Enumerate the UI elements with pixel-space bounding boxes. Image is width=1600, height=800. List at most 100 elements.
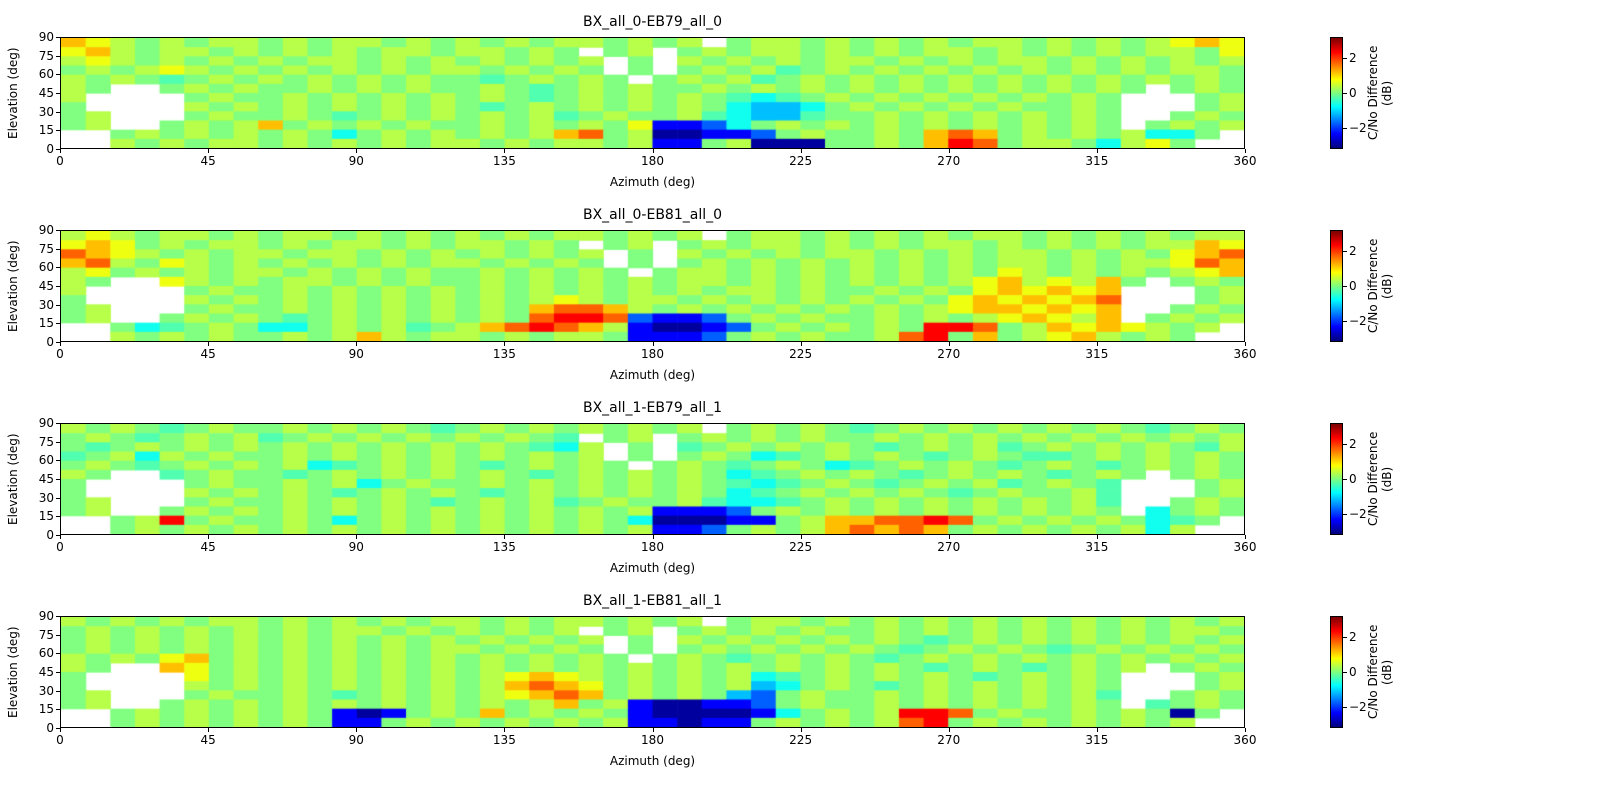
x-tick-label: 0 bbox=[56, 733, 64, 747]
y-tick-label: 30 bbox=[38, 490, 54, 505]
x-tick-mark bbox=[208, 342, 210, 346]
y-axis-label: Elevation (deg) bbox=[6, 47, 20, 139]
x-tick-mark bbox=[800, 728, 802, 732]
x-tick-mark bbox=[504, 535, 506, 539]
y-tick-mark bbox=[56, 672, 60, 673]
x-tick-mark bbox=[356, 342, 358, 346]
x-tick-mark bbox=[1096, 535, 1098, 539]
y-tick-mark bbox=[56, 535, 60, 536]
y-tick-mark bbox=[56, 423, 60, 424]
y-tick-label: 60 bbox=[38, 260, 54, 275]
y-tick-label: 15 bbox=[38, 702, 54, 717]
heatmap-plot bbox=[60, 37, 1245, 149]
x-tick-mark bbox=[948, 535, 950, 539]
y-tick-label: 75 bbox=[38, 48, 54, 63]
y-tick-label: 45 bbox=[38, 665, 54, 679]
y-tick-mark bbox=[56, 479, 60, 480]
y-tick-mark bbox=[56, 37, 60, 38]
y-axis-label: Elevation (deg) bbox=[6, 240, 20, 332]
x-tick-mark bbox=[208, 149, 210, 153]
colorbar-tick-mark bbox=[1343, 707, 1347, 708]
y-tick-mark bbox=[56, 267, 60, 269]
x-tick-mark bbox=[356, 728, 358, 732]
colorbar-tick-mark bbox=[1343, 58, 1347, 59]
heatmap-canvas bbox=[61, 231, 1244, 341]
y-axis-label: Elevation (deg) bbox=[6, 626, 20, 718]
x-tick-mark bbox=[504, 728, 506, 732]
x-tick-mark bbox=[60, 342, 61, 346]
heatmap-plot bbox=[60, 230, 1245, 342]
colorbar-label: C/No Difference (dB) bbox=[1366, 624, 1394, 720]
colorbar-tick-mark bbox=[1343, 321, 1347, 322]
y-tick-mark bbox=[56, 690, 60, 692]
colorbar-canvas bbox=[1331, 38, 1342, 148]
x-tick-label: 315 bbox=[1085, 540, 1109, 554]
x-tick-label: 45 bbox=[200, 540, 216, 554]
x-tick-label: 90 bbox=[348, 154, 364, 168]
x-tick-label: 180 bbox=[641, 733, 664, 747]
y-tick-mark bbox=[56, 441, 60, 443]
colorbar-tick-mark bbox=[1343, 251, 1347, 252]
x-tick-label: 225 bbox=[789, 154, 813, 168]
x-tick-label: 225 bbox=[789, 540, 813, 554]
x-tick-label: 90 bbox=[348, 347, 364, 361]
y-tick-mark bbox=[56, 634, 60, 636]
colorbar-tick-label: 0 bbox=[1349, 472, 1357, 486]
x-axis-label: Azimuth (deg) bbox=[609, 754, 696, 768]
x-tick-label: 360 bbox=[1233, 540, 1257, 554]
x-tick-label: 45 bbox=[200, 154, 216, 168]
y-tick-label: 15 bbox=[38, 123, 54, 138]
colorbar-tick-label: −2 bbox=[1349, 700, 1367, 714]
y-tick-mark bbox=[56, 709, 60, 711]
x-tick-label: 270 bbox=[937, 733, 961, 747]
y-tick-label: 90 bbox=[38, 30, 54, 44]
y-tick-mark bbox=[56, 55, 60, 57]
subplot-title: BX_all_0-EB81_all_0 bbox=[582, 207, 723, 223]
colorbar-tick-label: 0 bbox=[1349, 665, 1357, 679]
x-tick-label: 360 bbox=[1233, 154, 1257, 168]
x-tick-label: 0 bbox=[56, 347, 64, 361]
heatmap-canvas bbox=[61, 617, 1244, 727]
colorbar-tick-mark bbox=[1343, 637, 1347, 638]
x-tick-label: 45 bbox=[200, 733, 216, 747]
y-tick-mark bbox=[56, 304, 60, 306]
colorbar-tick-label: 2 bbox=[1349, 51, 1357, 65]
x-tick-mark bbox=[504, 342, 506, 346]
x-tick-label: 0 bbox=[56, 154, 64, 168]
x-tick-label: 45 bbox=[200, 347, 216, 361]
colorbar-tick-mark bbox=[1343, 128, 1347, 129]
y-tick-mark bbox=[56, 286, 60, 287]
x-tick-label: 270 bbox=[937, 347, 961, 361]
x-tick-mark bbox=[948, 149, 950, 153]
x-tick-label: 135 bbox=[492, 347, 516, 361]
y-tick-label: 60 bbox=[38, 453, 54, 468]
subplot-title: BX_all_1-EB79_all_1 bbox=[582, 400, 723, 416]
x-tick-mark bbox=[948, 728, 950, 732]
colorbar bbox=[1330, 423, 1343, 535]
x-tick-mark bbox=[1096, 342, 1098, 346]
colorbar bbox=[1330, 37, 1343, 149]
y-tick-mark bbox=[56, 149, 60, 150]
y-tick-mark bbox=[56, 74, 60, 76]
x-tick-mark bbox=[652, 342, 654, 346]
y-tick-label: 15 bbox=[38, 509, 54, 524]
x-tick-label: 180 bbox=[641, 540, 664, 554]
colorbar-tick-label: 0 bbox=[1349, 279, 1357, 293]
x-tick-label: 225 bbox=[789, 733, 813, 747]
y-tick-label: 30 bbox=[38, 683, 54, 698]
x-tick-mark bbox=[60, 535, 61, 539]
x-tick-label: 225 bbox=[789, 347, 813, 361]
x-tick-mark bbox=[800, 342, 802, 346]
y-tick-label: 75 bbox=[38, 434, 54, 449]
x-axis-label: Azimuth (deg) bbox=[609, 561, 696, 575]
y-tick-label: 45 bbox=[38, 279, 54, 293]
x-tick-label: 135 bbox=[492, 540, 516, 554]
x-tick-mark bbox=[356, 149, 358, 153]
x-tick-label: 360 bbox=[1233, 347, 1257, 361]
y-tick-mark bbox=[56, 516, 60, 518]
colorbar-tick-label: 2 bbox=[1349, 630, 1357, 644]
x-tick-label: 270 bbox=[937, 540, 961, 554]
x-tick-mark bbox=[1245, 342, 1246, 346]
colorbar-label: C/No Difference (dB) bbox=[1366, 431, 1394, 527]
colorbar-tick-label: −2 bbox=[1349, 121, 1367, 135]
